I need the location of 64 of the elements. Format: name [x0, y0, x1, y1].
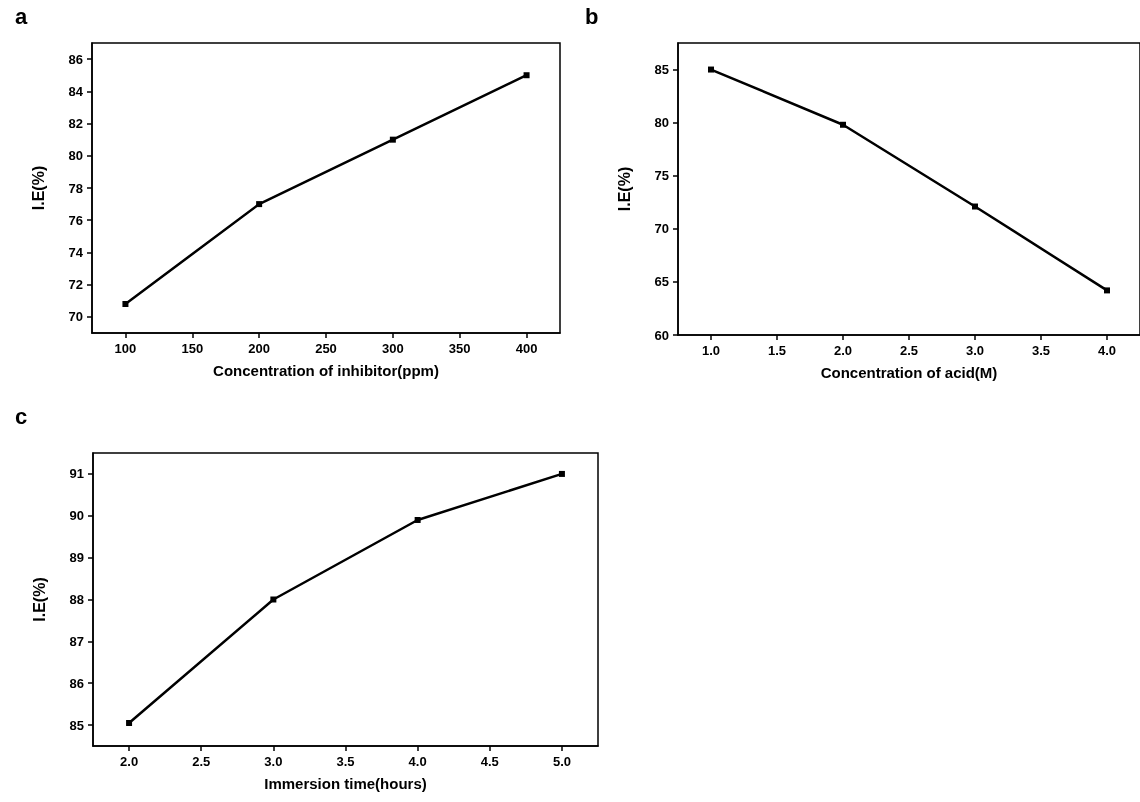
y-tick-label: 86 — [69, 675, 84, 691]
x-axis-title: Concentration of acid(M) — [820, 364, 998, 381]
point — [414, 516, 421, 523]
y-tick-label: 89 — [69, 550, 84, 566]
y-tick-label: 90 — [69, 508, 84, 524]
point — [270, 596, 277, 603]
point — [708, 66, 714, 73]
y-tick-label: 85 — [654, 62, 669, 78]
x-tick-label: 3.0 — [965, 343, 985, 358]
x-tick-label: 1.0 — [701, 343, 721, 358]
y-tick-label: 65 — [654, 274, 669, 290]
y-tick-label: 85 — [69, 717, 84, 733]
y-tick-label: 88 — [69, 592, 84, 607]
chart-title: c — [15, 403, 28, 429]
point — [972, 203, 978, 210]
point — [389, 136, 396, 143]
x-tick-label: 2.5 — [899, 343, 919, 358]
y-tick-label: 74 — [68, 244, 84, 260]
x-tick-label: 3.5 — [336, 754, 355, 769]
x-tick-label: 350 — [448, 341, 471, 356]
y-tick-label: 70 — [654, 221, 669, 237]
x-tick-label: 400 — [515, 341, 538, 356]
y-tick-label: 91 — [69, 466, 84, 482]
x-tick-label: 2.0 — [120, 754, 139, 769]
point — [126, 719, 133, 726]
chart-title: a — [15, 3, 28, 29]
x-tick-label: 150 — [181, 341, 204, 356]
y-tick-label: 80 — [654, 115, 669, 131]
x-tick-label: 5.0 — [552, 754, 571, 769]
x-tick-label: 250 — [315, 341, 337, 356]
x-tick-label: 100 — [114, 341, 137, 356]
y-axis-title: I.E(%) — [30, 577, 48, 622]
x-tick-label: 3.0 — [264, 754, 283, 769]
x-axis-title: Concentration of inhibitor(ppm) — [213, 362, 439, 379]
point — [840, 121, 846, 128]
y-tick-label: 76 — [68, 212, 83, 228]
y-tick-label: 87 — [69, 633, 84, 649]
y-tick-label: 80 — [68, 148, 83, 164]
x-tick-label: 300 — [382, 341, 404, 356]
x-axis-title: Immersion time(hours) — [264, 775, 427, 792]
y-tick-label: 60 — [654, 327, 669, 343]
x-tick-label: 4.0 — [408, 754, 427, 769]
point — [1104, 287, 1110, 294]
y-tick-label: 75 — [654, 168, 669, 184]
x-tick-label: 1.5 — [767, 343, 787, 358]
y-tick-label: 78 — [68, 180, 83, 196]
point — [558, 470, 565, 477]
y-tick-label: 86 — [68, 51, 83, 67]
y-tick-label: 82 — [68, 116, 83, 132]
y-tick-label: 84 — [68, 83, 84, 99]
x-tick-label: 4.5 — [480, 754, 499, 769]
x-tick-label: 200 — [248, 341, 270, 356]
point — [523, 72, 530, 79]
x-tick-label: 3.5 — [1031, 343, 1051, 358]
x-tick-label: 4.0 — [1097, 343, 1117, 358]
x-tick-label: 2.5 — [192, 754, 211, 769]
point — [122, 301, 129, 307]
y-axis-title: I.E(%) — [615, 166, 633, 212]
y-tick-label: 70 — [68, 309, 83, 325]
point — [256, 201, 263, 208]
y-axis-title: I.E(%) — [29, 165, 47, 211]
y-tick-label: 72 — [68, 277, 83, 293]
x-tick-label: 2.0 — [833, 343, 853, 358]
chart-title: b — [585, 3, 599, 29]
